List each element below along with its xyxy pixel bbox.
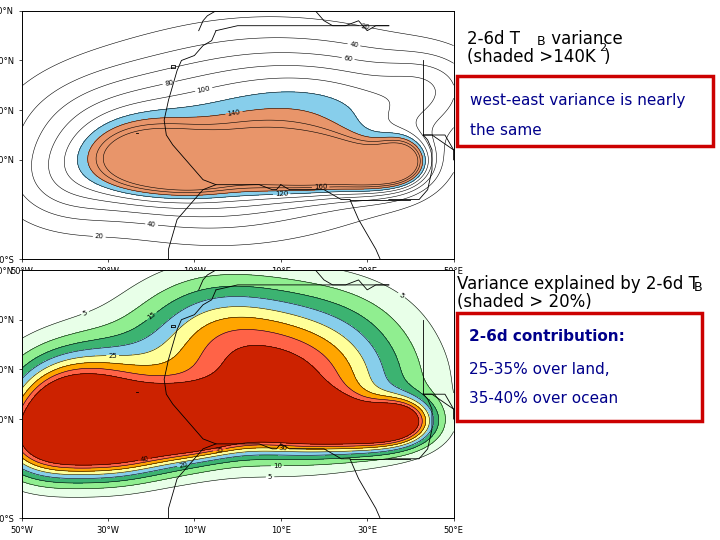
Text: 140: 140 bbox=[227, 109, 241, 117]
Text: 15: 15 bbox=[146, 311, 157, 321]
Text: 20: 20 bbox=[94, 233, 104, 240]
Text: 2-6d T: 2-6d T bbox=[467, 30, 520, 48]
Text: 25-35% over land,: 25-35% over land, bbox=[469, 362, 610, 377]
Text: ): ) bbox=[604, 48, 611, 65]
Text: 10: 10 bbox=[273, 463, 282, 469]
Text: 40: 40 bbox=[147, 221, 156, 228]
Text: 35: 35 bbox=[215, 446, 224, 454]
Text: 30: 30 bbox=[279, 445, 288, 451]
Text: B: B bbox=[536, 35, 545, 48]
Text: 2-6d contribution:: 2-6d contribution: bbox=[469, 329, 625, 345]
Text: variance: variance bbox=[546, 30, 623, 48]
Text: the same: the same bbox=[470, 123, 541, 138]
Text: 80: 80 bbox=[164, 79, 174, 87]
Text: 20: 20 bbox=[179, 462, 189, 469]
FancyBboxPatch shape bbox=[457, 313, 702, 421]
FancyBboxPatch shape bbox=[457, 76, 713, 146]
Text: 35-40% over ocean: 35-40% over ocean bbox=[469, 391, 618, 406]
Text: 160: 160 bbox=[314, 184, 328, 191]
Text: Variance explained by 2-6d T: Variance explained by 2-6d T bbox=[457, 275, 699, 293]
Text: (shaded > 20%): (shaded > 20%) bbox=[457, 293, 592, 310]
Text: 5: 5 bbox=[398, 292, 405, 299]
Text: (shaded >140K: (shaded >140K bbox=[467, 48, 595, 65]
Text: 40: 40 bbox=[349, 41, 359, 49]
Text: 2: 2 bbox=[599, 43, 606, 53]
Text: 60: 60 bbox=[343, 55, 353, 62]
Text: 100: 100 bbox=[197, 85, 211, 94]
Text: 25: 25 bbox=[108, 353, 117, 359]
Text: 5: 5 bbox=[82, 309, 89, 316]
Text: B: B bbox=[693, 281, 702, 294]
Text: 5: 5 bbox=[268, 474, 272, 480]
Text: 120: 120 bbox=[275, 191, 289, 198]
Text: 40: 40 bbox=[140, 456, 149, 463]
Text: west-east variance is nearly: west-east variance is nearly bbox=[470, 93, 685, 108]
Text: 20: 20 bbox=[361, 23, 370, 31]
